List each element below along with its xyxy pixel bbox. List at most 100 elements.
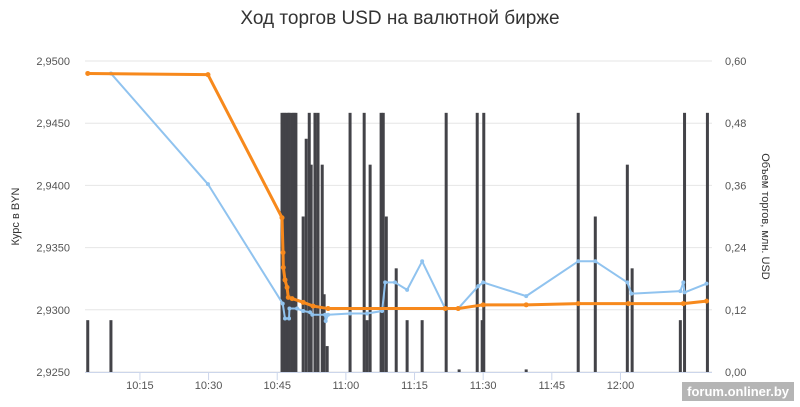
volume-bar [705, 112, 709, 372]
rate-point [323, 318, 328, 323]
rate-point [326, 312, 331, 317]
volume-bar [420, 320, 424, 372]
rate-point [476, 284, 481, 289]
rate-point [481, 280, 486, 285]
x-tick-label: 10:15 [126, 380, 154, 392]
volume-bar [301, 216, 305, 372]
rate-point [625, 280, 630, 285]
rate-point [480, 302, 486, 308]
rate-point [285, 294, 291, 300]
rate-point [289, 296, 295, 302]
rate-point [323, 312, 328, 317]
volume-bar [593, 216, 597, 372]
rate-point [205, 182, 210, 187]
rate-point [405, 287, 410, 292]
rate-point [681, 280, 686, 285]
rate-line-1 [87, 72, 707, 322]
volume-bar [86, 320, 90, 372]
y-axis-label: Курс в BYN [10, 187, 22, 245]
chart-title: Ход торгов USD на валютной бирже [240, 8, 560, 29]
x-tick-label: 11:45 [538, 380, 565, 392]
rate-point [393, 280, 398, 285]
y2-tick-label: 0,48 [725, 118, 746, 130]
rate-point [279, 215, 285, 221]
rate-point [704, 281, 709, 286]
rate-point [205, 72, 211, 78]
volume-bar [683, 112, 687, 372]
y2-tick-label: 0,12 [725, 305, 746, 317]
volume-bar [313, 112, 317, 372]
rate-point [524, 294, 529, 299]
volume-bar [294, 112, 298, 372]
volume-bar [630, 268, 634, 372]
x-tick-label: 10:30 [195, 380, 223, 392]
rate-point [280, 265, 286, 271]
rate-point [523, 302, 529, 308]
volume-bar [480, 320, 484, 372]
rate-point [575, 301, 581, 307]
x-tick-label: 11:00 [333, 380, 360, 392]
y2-tick-label: 0,00 [725, 367, 746, 379]
volume-bar [365, 320, 369, 372]
y2-tick-label: 0,24 [725, 243, 746, 255]
rate-point [455, 306, 461, 312]
volume-bar [379, 112, 383, 372]
volume-bar [524, 369, 528, 372]
volume-bar [384, 216, 388, 372]
x-tick-label: 10:45 [263, 380, 291, 392]
volume-bar [290, 112, 294, 372]
rate-point [325, 306, 331, 312]
volume-bar [381, 112, 385, 372]
volume-bar [576, 112, 580, 372]
rate-point [310, 303, 316, 309]
rate-point [280, 301, 285, 306]
y-tick-label: 2,9400 [36, 180, 70, 192]
rate-point [280, 250, 286, 256]
rate-point [383, 280, 388, 285]
volume-bar [457, 369, 461, 372]
rate-point [365, 311, 370, 316]
volume-bar [304, 138, 308, 372]
y-tick-label: 2,9450 [36, 118, 70, 130]
volume-bar [405, 320, 409, 372]
rate-point [704, 298, 710, 304]
y-tick-label: 2,9300 [36, 305, 70, 317]
volume-bar [287, 112, 291, 372]
y2-axis-label: Объем торгов, млн. USD [759, 153, 771, 280]
volume-bar [109, 320, 113, 372]
volume-bar [444, 112, 448, 372]
rate-point [287, 306, 292, 311]
rate-point [284, 284, 290, 290]
rate-point [678, 289, 683, 294]
volume-bar [320, 164, 324, 372]
rate-point [593, 259, 598, 264]
y-tick-label: 2,9250 [36, 367, 70, 379]
volume-bar [284, 112, 288, 372]
rate-point [680, 301, 686, 307]
rate-point [85, 70, 91, 76]
rate-point [301, 309, 306, 314]
watermark: forum.onliner.by [682, 382, 794, 401]
volume-bar [307, 112, 311, 372]
volume-bar [292, 112, 296, 372]
volume-bar [362, 112, 366, 372]
rate-point [300, 299, 306, 305]
rate-point [629, 291, 634, 296]
volume-bar [368, 164, 372, 372]
volume-bar [394, 268, 398, 372]
rate-point [420, 259, 425, 264]
volume-bar [316, 112, 320, 372]
volume-bar [625, 164, 629, 372]
volume-bar [348, 112, 352, 372]
rate-point [295, 306, 300, 311]
rate-point [625, 301, 631, 307]
rate-point [348, 311, 353, 316]
x-tick-label: 12:00 [607, 380, 635, 392]
rate-point [682, 290, 687, 295]
rate-point [310, 312, 315, 317]
volume-bar [325, 346, 329, 372]
y-tick-label: 2,9350 [36, 243, 70, 255]
rate-point [576, 259, 581, 264]
